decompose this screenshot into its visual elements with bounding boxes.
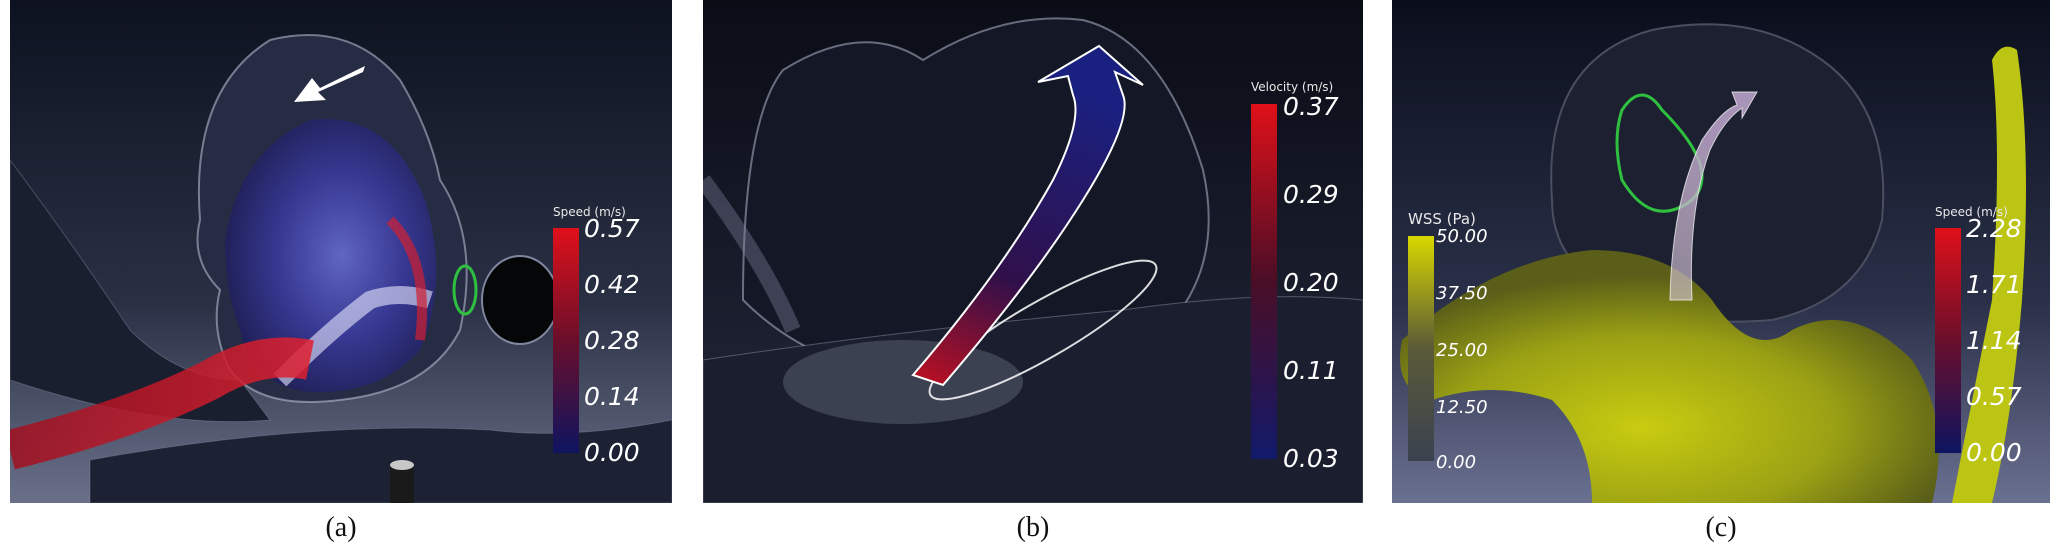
colorbar-title: Speed (m/s) xyxy=(1935,205,2008,219)
colorbar-speed xyxy=(553,228,579,453)
colorbar-tick: 0.00 xyxy=(1436,452,1477,473)
colorbar-tick: 0.37 xyxy=(1283,92,1339,121)
colorbar-title: Speed (m/s) xyxy=(553,205,626,219)
panel-c-wss-render: WSS (Pa) 50.00 37.50 25.00 12.50 0.00 Sp… xyxy=(1392,0,2050,503)
flow-glyph-arrow xyxy=(911,44,1144,387)
caption-a: (a) xyxy=(325,512,357,543)
caption-b: (b) xyxy=(1016,512,1050,543)
panel-a-speed-streamlines: Speed (m/s) 0.57 0.42 0.28 0.14 0.00 xyxy=(10,0,672,503)
colorbar-tick: 0.00 xyxy=(584,438,640,467)
colorbar-tick: 37.50 xyxy=(1436,283,1488,304)
colorbar-speed xyxy=(1935,228,1961,453)
colorbar-tick: 0.29 xyxy=(1283,180,1339,209)
colorbar-title: Velocity (m/s) xyxy=(1251,80,1334,94)
colorbar-wss xyxy=(1408,236,1434,461)
colorbar-tick: 50.00 xyxy=(1436,226,1488,247)
colorbar-tick: 0.14 xyxy=(584,382,640,411)
colorbar-tick: 0.57 xyxy=(1966,382,2022,411)
colorbar-title: WSS (Pa) xyxy=(1408,210,1476,228)
caption-c: (c) xyxy=(1705,512,1737,543)
colorbar-tick: 1.71 xyxy=(1966,270,2022,299)
colorbar-tick: 12.50 xyxy=(1436,397,1488,418)
flow-direction-arrow xyxy=(294,66,365,102)
panel-b-velocity-arrow: Velocity (m/s) 0.37 0.29 0.20 0.11 0.03 xyxy=(703,0,1363,503)
colorbar-tick: 0.00 xyxy=(1966,438,2022,467)
colorbar-tick: 0.11 xyxy=(1283,356,1339,385)
colorbar-tick: 0.57 xyxy=(584,214,640,243)
colorbar-tick: 1.14 xyxy=(1966,326,2022,355)
flow-glyph-arrow xyxy=(1669,91,1758,301)
colorbar-tick: 0.03 xyxy=(1283,444,1339,473)
colorbar-tick: 0.42 xyxy=(584,270,640,299)
colorbar-velocity xyxy=(1251,104,1277,459)
colorbar-tick: 0.20 xyxy=(1283,268,1339,297)
colorbar-tick: 25.00 xyxy=(1436,340,1488,361)
colorbar-tick: 0.28 xyxy=(584,326,640,355)
colorbar-tick: 2.28 xyxy=(1966,214,2022,243)
aneurysm-wss-render xyxy=(1392,0,2050,503)
